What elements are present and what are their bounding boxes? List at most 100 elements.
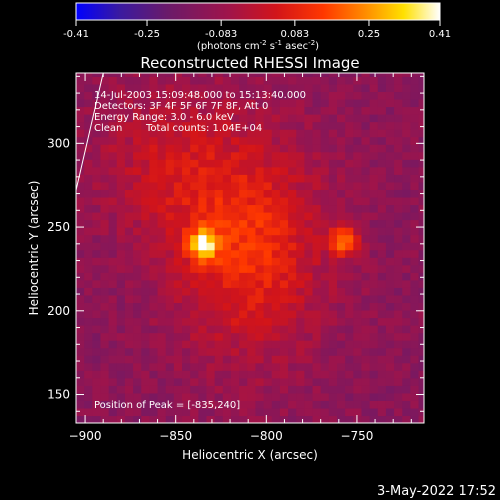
heatmap-cell bbox=[410, 309, 420, 319]
heatmap-cell bbox=[198, 166, 208, 175]
heatmap-cell bbox=[173, 392, 183, 401]
heatmap-cell bbox=[76, 181, 85, 190]
heatmap-cell bbox=[239, 76, 248, 85]
heatmap-cell bbox=[157, 325, 167, 334]
heatmap-cell bbox=[141, 370, 151, 379]
heatmap-cell bbox=[157, 392, 167, 401]
heatmap-cell bbox=[133, 73, 142, 77]
heatmap-cell bbox=[182, 332, 191, 341]
heatmap-cell bbox=[100, 204, 110, 213]
heatmap-cell bbox=[190, 234, 199, 243]
heatmap-cell bbox=[124, 174, 134, 183]
heatmap-cell bbox=[247, 325, 257, 334]
heatmap-cell bbox=[92, 385, 102, 394]
heatmap-cell bbox=[76, 294, 85, 304]
heatmap-cell bbox=[328, 325, 338, 334]
heatmap-cell bbox=[296, 415, 305, 423]
heatmap-cell bbox=[385, 279, 395, 288]
heatmap-cell bbox=[279, 385, 289, 394]
heatmap-cell bbox=[328, 249, 338, 258]
heatmap-cell bbox=[149, 204, 159, 213]
heatmap-cell bbox=[141, 106, 151, 115]
heatmap-cell bbox=[410, 211, 420, 221]
heatmap-cell bbox=[263, 377, 273, 386]
heatmap-cell bbox=[133, 287, 142, 296]
heatmap-cell bbox=[263, 332, 273, 341]
heatmap-cell bbox=[320, 189, 330, 198]
heatmap-cell bbox=[361, 211, 371, 221]
heatmap-cell bbox=[402, 234, 412, 243]
heatmap-cell bbox=[369, 106, 379, 115]
heatmap-cell bbox=[271, 227, 281, 236]
heatmap-cell bbox=[288, 325, 297, 334]
heatmap-cell bbox=[377, 340, 387, 349]
heatmap-cell bbox=[239, 309, 248, 319]
heatmap-cell bbox=[279, 91, 289, 100]
heatmap-cell bbox=[157, 317, 167, 326]
heatmap-cell bbox=[247, 196, 257, 206]
heatmap-cell bbox=[141, 317, 151, 326]
heatmap-cell bbox=[312, 234, 322, 243]
heatmap-cell bbox=[418, 73, 424, 77]
heatmap-cell bbox=[337, 144, 346, 153]
heatmap-cell bbox=[320, 287, 330, 296]
heatmap-cell bbox=[247, 151, 257, 160]
heatmap-cell bbox=[92, 400, 102, 409]
heatmap-cell bbox=[353, 264, 363, 273]
heatmap-cell bbox=[92, 211, 102, 221]
heatmap-cell bbox=[247, 73, 257, 77]
heatmap-cell bbox=[182, 166, 191, 175]
heatmap-cell bbox=[410, 98, 420, 108]
heatmap-cell bbox=[296, 294, 305, 304]
heatmap-cell bbox=[157, 211, 167, 221]
heatmap-cell bbox=[320, 174, 330, 183]
heatmap-cell bbox=[108, 144, 118, 153]
heatmap-cell bbox=[214, 257, 224, 266]
heatmap-cell bbox=[116, 309, 126, 319]
heatmap-cell bbox=[92, 181, 102, 190]
heatmap-cell bbox=[157, 234, 167, 243]
heatmap-cell bbox=[124, 309, 134, 319]
heatmap-cell bbox=[247, 287, 257, 296]
heatmap-cell bbox=[173, 302, 183, 311]
heatmap-cell bbox=[288, 83, 297, 93]
heatmap-cell bbox=[133, 106, 142, 115]
heatmap-cell bbox=[182, 219, 191, 228]
heatmap-cell bbox=[296, 181, 305, 190]
heatmap-cell bbox=[304, 181, 314, 190]
heatmap-cell bbox=[369, 144, 379, 153]
heatmap-cell bbox=[385, 121, 395, 130]
colorbar-tick-label: -0.41 bbox=[63, 29, 89, 40]
heatmap-cell bbox=[214, 181, 224, 190]
heatmap-cell bbox=[369, 121, 379, 130]
heatmap-cell bbox=[385, 242, 395, 251]
heatmap-cell bbox=[206, 234, 216, 243]
heatmap-cell bbox=[165, 234, 175, 243]
heatmap-cell bbox=[377, 144, 387, 153]
heatmap-cell bbox=[377, 174, 387, 183]
heatmap-cell bbox=[369, 151, 379, 160]
heatmap-cell bbox=[141, 279, 151, 288]
heatmap-cell bbox=[385, 159, 395, 168]
heatmap-cell bbox=[369, 362, 379, 371]
heatmap-cell bbox=[239, 332, 248, 341]
heatmap-cell bbox=[271, 385, 281, 394]
heatmap-cell bbox=[133, 211, 142, 221]
heatmap-cell bbox=[296, 332, 305, 341]
heatmap-cell bbox=[271, 136, 281, 145]
heatmap-cell bbox=[377, 407, 387, 417]
heatmap-cell bbox=[377, 121, 387, 130]
heatmap-cell bbox=[141, 332, 151, 341]
heatmap-cell bbox=[182, 325, 191, 334]
heatmap-cell bbox=[312, 204, 322, 213]
heatmap-cell bbox=[84, 219, 93, 228]
heatmap-cell bbox=[206, 317, 216, 326]
heatmap-cell bbox=[116, 159, 126, 168]
heatmap-cell bbox=[165, 377, 175, 386]
heatmap-cell bbox=[410, 415, 420, 423]
heatmap-cell bbox=[198, 294, 208, 304]
heatmap-cell bbox=[304, 407, 314, 417]
heatmap-cell bbox=[418, 400, 424, 409]
heatmap-cell bbox=[320, 144, 330, 153]
heatmap-cell bbox=[157, 73, 167, 77]
